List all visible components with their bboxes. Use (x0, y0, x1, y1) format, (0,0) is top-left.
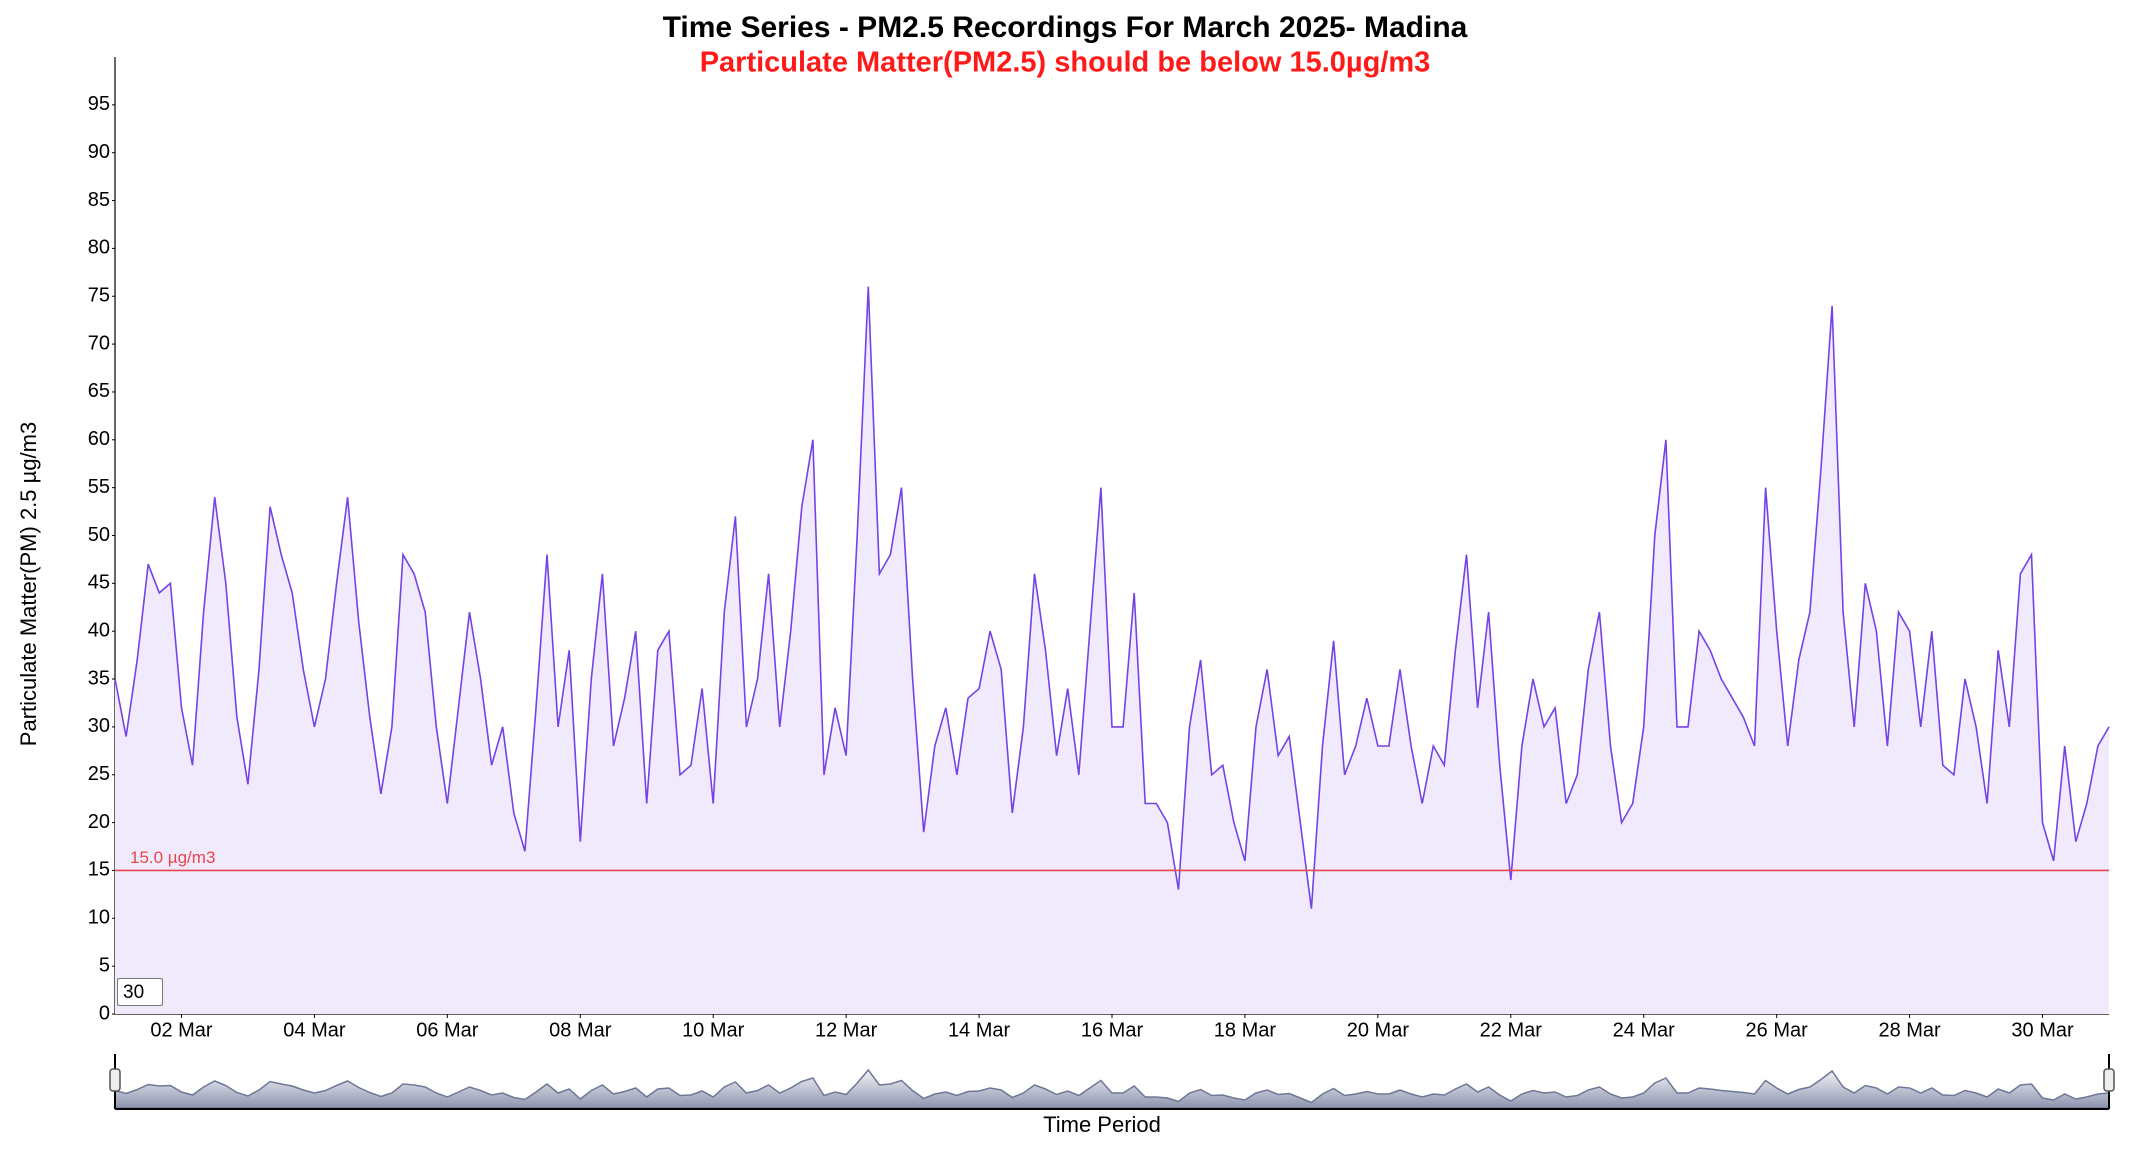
range-selector-area (114, 1068, 2110, 1109)
x-tick-label: 22 Mar (1480, 1019, 1543, 1041)
y-tick-label: 5 (99, 954, 110, 976)
y-tick-label: 30 (88, 715, 110, 737)
y-tick-label: 15 (88, 859, 110, 881)
chart-title: Time Series - PM2.5 Recordings For March… (663, 11, 1468, 44)
x-tick-label: 26 Mar (1746, 1019, 1809, 1041)
y-tick-label: 10 (88, 907, 110, 929)
chart-subtitle: Particulate Matter(PM2.5) should be belo… (700, 47, 1431, 79)
y-axis-label: Particulate Matter(PM) 2.5 µg/m3 (16, 422, 41, 746)
range-handle[interactable] (2103, 1068, 2115, 1092)
y-tick-label: 80 (88, 237, 110, 259)
y-tick-label: 40 (88, 619, 110, 641)
y-tick-label: 60 (88, 428, 110, 450)
range-handle[interactable] (109, 1068, 121, 1092)
area-fill (115, 286, 2109, 1014)
x-tick-label: 30 Mar (2011, 1019, 2074, 1041)
y-tick-label: 95 (88, 93, 110, 115)
y-tick-label: 20 (88, 811, 110, 833)
y-tick-label: 35 (88, 667, 110, 689)
x-tick-label: 04 Mar (283, 1019, 346, 1041)
y-tick-label: 45 (88, 572, 110, 594)
x-tick-label: 16 Mar (1081, 1019, 1144, 1041)
y-tick-label: 25 (88, 763, 110, 785)
x-tick-label: 08 Mar (549, 1019, 612, 1041)
y-tick-label: 0 (99, 1002, 110, 1024)
x-tick-label: 20 Mar (1347, 1019, 1410, 1041)
y-tick-label: 85 (88, 189, 110, 211)
threshold-label: 15.0 µg/m3 (130, 848, 215, 867)
x-axis-label: Time Period (1043, 1112, 1161, 1137)
y-tick-label: 90 (88, 141, 110, 163)
x-tick-label: 06 Mar (416, 1019, 479, 1041)
series-line (114, 286, 2110, 909)
x-tick-label: 14 Mar (948, 1019, 1011, 1041)
y-tick-label: 55 (88, 476, 110, 498)
y-tick-label: 65 (88, 380, 110, 402)
roll-period-input[interactable]: 30 (117, 978, 163, 1006)
x-tick-label: 02 Mar (150, 1019, 213, 1041)
x-tick-label: 18 Mar (1214, 1019, 1277, 1041)
x-tick-label: 28 Mar (1878, 1019, 1941, 1041)
y-tick-label: 50 (88, 524, 110, 546)
y-tick-label: 70 (88, 332, 110, 354)
x-tick-label: 24 Mar (1613, 1019, 1676, 1041)
x-tick-label: 12 Mar (815, 1019, 878, 1041)
y-tick-label: 75 (88, 285, 110, 307)
x-tick-label: 10 Mar (682, 1019, 745, 1041)
